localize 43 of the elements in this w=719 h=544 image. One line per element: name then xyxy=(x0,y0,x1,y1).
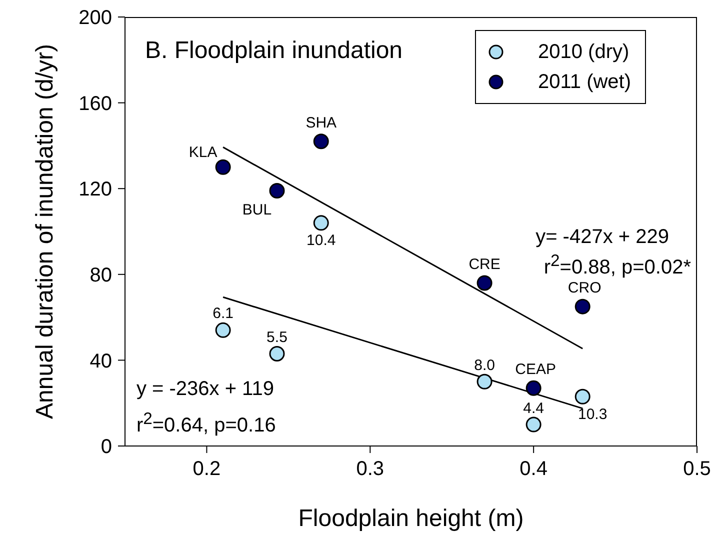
annotation: 5.5 xyxy=(266,328,288,346)
legend-label: 2011 (wet) xyxy=(538,70,632,94)
data-label: CEAP xyxy=(515,361,556,378)
point xyxy=(526,380,542,396)
point xyxy=(476,275,492,291)
point xyxy=(574,298,590,314)
annotation: 10.3 xyxy=(578,406,608,423)
data-label: KLA xyxy=(188,144,218,162)
y-tick-label: 0 xyxy=(100,436,112,458)
y-tick-label: 120 xyxy=(78,178,112,201)
y-tick-label: 160 xyxy=(78,92,112,115)
annotation: 10.4 xyxy=(306,232,336,249)
annotation: y = -236x + 119 xyxy=(136,377,274,402)
x-tick-label: 0.4 xyxy=(520,458,548,480)
y-axis-title: Annual duration of inundation (d/yr) xyxy=(32,44,59,419)
data-label: CRE xyxy=(468,256,500,273)
annotation: y= -427x + 229 xyxy=(536,225,669,250)
y-tick-label: 80 xyxy=(90,264,112,286)
data-label: CRO xyxy=(568,280,602,297)
x-tick-label: 0.3 xyxy=(356,458,384,480)
x-tick-label: 0.5 xyxy=(683,458,711,480)
point xyxy=(215,159,231,175)
x-axis-title: Floodplain height (m) xyxy=(298,505,524,532)
annotation: 8.0 xyxy=(474,356,495,374)
point xyxy=(269,182,285,198)
annotation: r$^{2}$=0.64, p=0.16 xyxy=(136,408,276,438)
point xyxy=(215,322,231,338)
annotation: r$^{2}$=0.88, p=0.02* xyxy=(544,250,691,280)
point xyxy=(526,416,542,432)
point xyxy=(574,388,590,404)
legend-label: 2010 (dry) xyxy=(538,40,630,64)
point xyxy=(313,215,329,231)
annotation: 6.1 xyxy=(212,305,234,322)
point xyxy=(476,374,492,390)
text: B. Floodplain inundation xyxy=(145,37,403,65)
y-tick-label: 40 xyxy=(90,350,112,372)
data-label: BUL xyxy=(242,202,272,219)
point xyxy=(269,346,285,362)
y-tick-label: 200 xyxy=(78,7,112,30)
x-tick-label: 0.2 xyxy=(192,458,221,480)
point xyxy=(313,134,329,150)
data-label: SHA xyxy=(306,114,337,132)
annotation: 4.4 xyxy=(523,400,544,417)
